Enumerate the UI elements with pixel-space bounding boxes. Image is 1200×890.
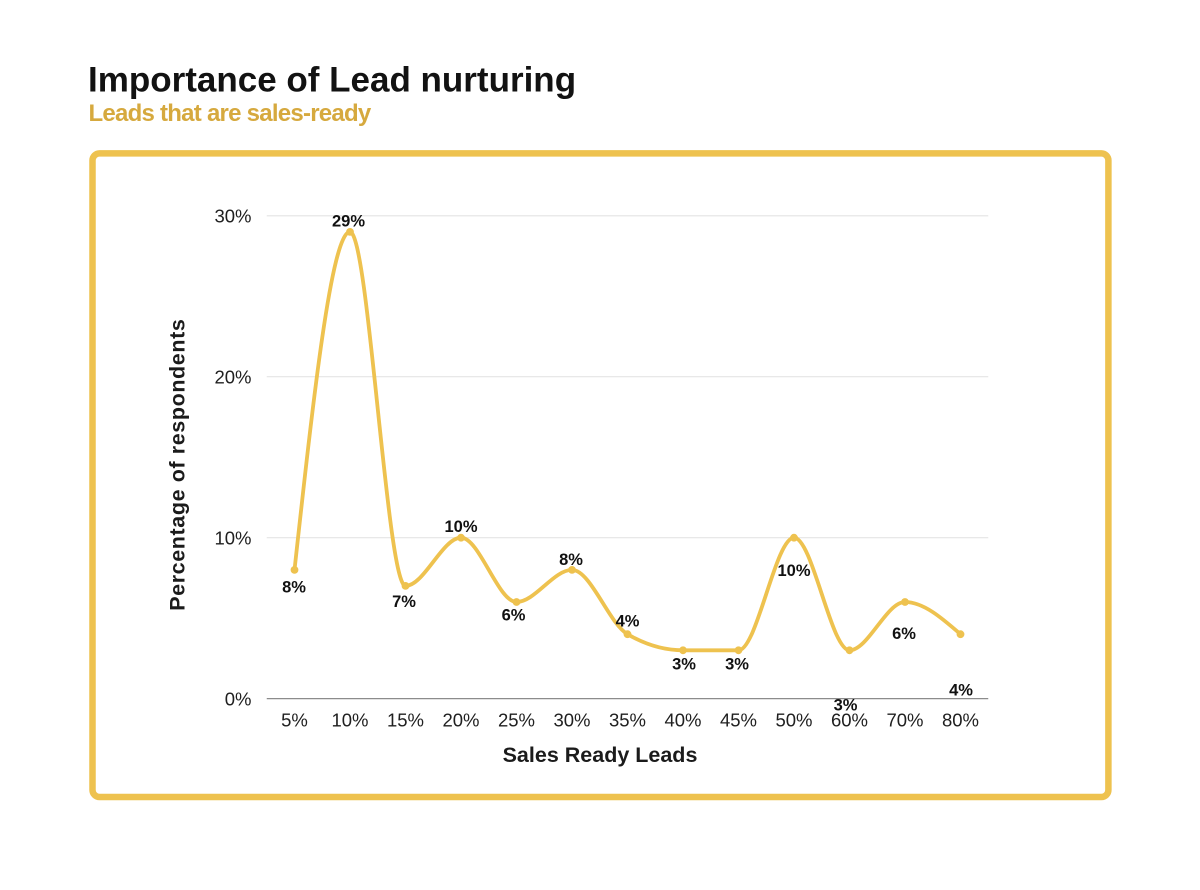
svg-text:3%: 3%	[834, 696, 858, 714]
svg-text:Sales Ready Leads: Sales Ready Leads	[503, 743, 698, 767]
svg-text:4%: 4%	[949, 681, 973, 699]
svg-text:6%: 6%	[502, 606, 526, 624]
svg-text:Leads that are sales-ready: Leads that are sales-ready	[89, 100, 372, 127]
svg-text:Importance of Lead nurturing: Importance of Lead nurturing	[88, 61, 576, 100]
svg-text:20%: 20%	[214, 366, 251, 387]
svg-text:6%: 6%	[892, 625, 916, 643]
svg-text:30%: 30%	[214, 206, 251, 227]
svg-text:40%: 40%	[664, 710, 701, 731]
svg-text:29%: 29%	[332, 212, 365, 230]
svg-text:60%: 60%	[831, 710, 868, 731]
svg-text:15%: 15%	[387, 710, 424, 731]
svg-text:10%: 10%	[331, 710, 368, 731]
svg-text:35%: 35%	[609, 710, 646, 731]
svg-text:25%: 25%	[498, 710, 535, 731]
svg-text:10%: 10%	[777, 562, 810, 580]
svg-text:50%: 50%	[775, 710, 812, 731]
svg-text:5%: 5%	[281, 710, 308, 731]
svg-text:3%: 3%	[725, 655, 749, 673]
svg-text:3%: 3%	[672, 655, 696, 673]
svg-text:10%: 10%	[214, 527, 251, 548]
svg-text:Percentage of respondents: Percentage of respondents	[165, 319, 189, 611]
svg-text:70%: 70%	[886, 710, 923, 731]
svg-text:8%: 8%	[282, 578, 306, 596]
svg-text:0%: 0%	[225, 688, 252, 709]
svg-text:20%: 20%	[442, 710, 479, 731]
svg-text:30%: 30%	[553, 710, 590, 731]
svg-text:4%: 4%	[616, 612, 640, 630]
svg-text:80%: 80%	[942, 710, 979, 731]
svg-text:10%: 10%	[444, 518, 477, 536]
svg-text:7%: 7%	[392, 593, 416, 611]
svg-text:45%: 45%	[720, 710, 757, 731]
svg-text:8%: 8%	[559, 551, 583, 569]
